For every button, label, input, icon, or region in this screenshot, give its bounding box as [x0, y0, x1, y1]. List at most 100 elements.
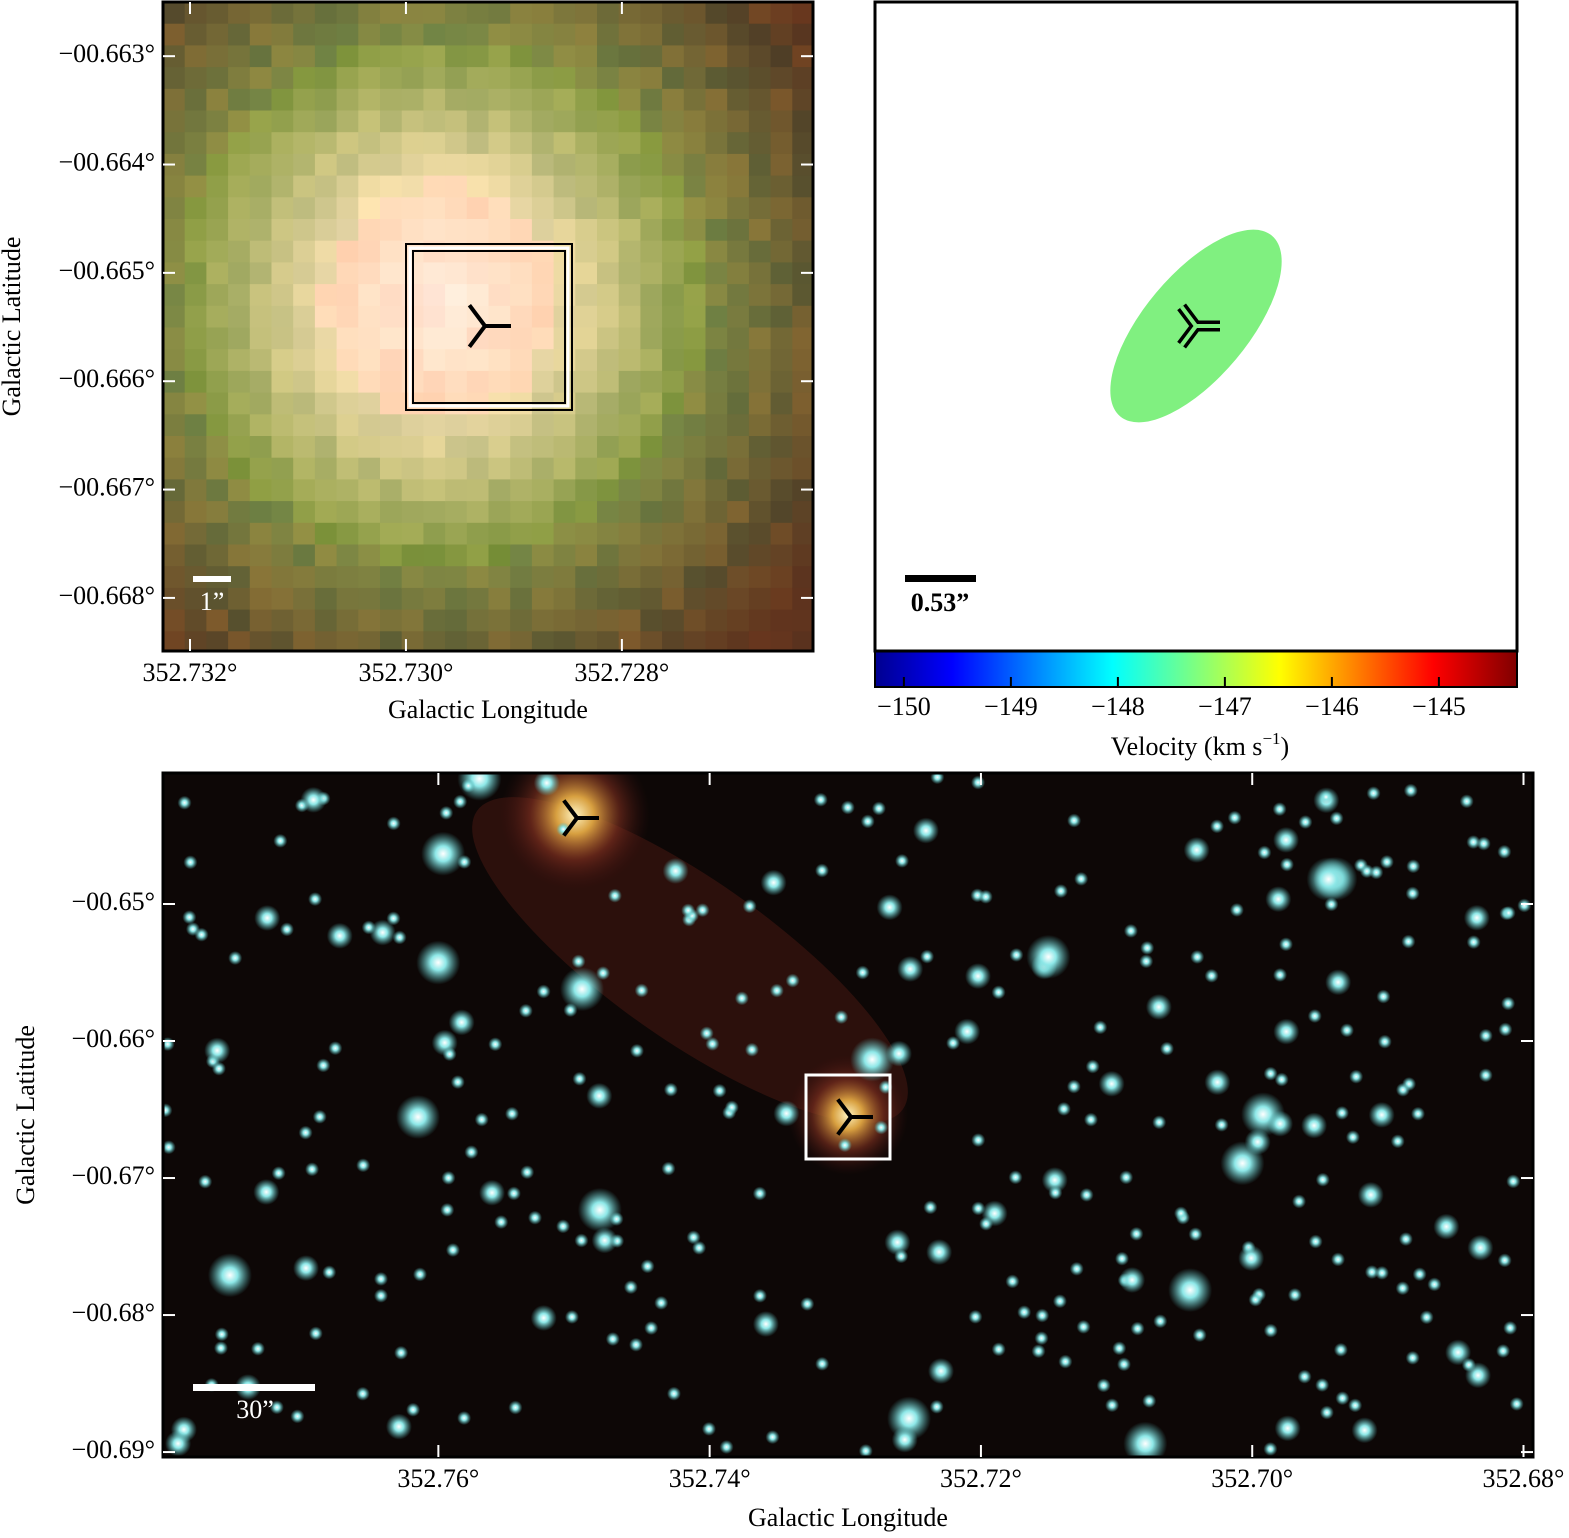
pixel: [466, 175, 490, 199]
star: [1130, 1321, 1145, 1336]
star: [194, 927, 209, 942]
pixel: [792, 2, 813, 25]
pixel: [662, 392, 685, 416]
star: [518, 1003, 533, 1018]
pixel: [727, 110, 750, 134]
pixel: [575, 153, 598, 177]
pixel: [293, 479, 316, 503]
pixel: [380, 501, 403, 524]
pixel: [640, 219, 664, 242]
pixel: [445, 414, 468, 437]
star: [719, 1440, 734, 1455]
pixel: [249, 305, 273, 329]
pixel: [488, 436, 512, 459]
star: [1274, 1415, 1301, 1442]
pixel: [510, 23, 533, 47]
colorbar-tick-label: −149: [984, 692, 1038, 721]
star: [479, 1179, 506, 1206]
pixel: [184, 240, 208, 264]
pixel: [466, 67, 490, 90]
pixel: [553, 23, 577, 47]
pixel: [597, 23, 620, 47]
star: [1325, 969, 1352, 996]
pixel: [293, 544, 316, 568]
pixel: [314, 110, 338, 134]
pixel: [705, 327, 729, 351]
pixel: [770, 197, 794, 220]
pixel: [640, 631, 664, 651]
star: [855, 965, 870, 980]
star: [884, 1229, 911, 1256]
pixel: [336, 501, 360, 524]
pixel: [249, 479, 273, 503]
star: [279, 922, 294, 937]
star: [494, 1215, 509, 1230]
pixel: [575, 609, 598, 633]
y-tick-label: −00.668°: [58, 581, 155, 610]
star: [991, 985, 1006, 1000]
x-tick-label: 352.728°: [574, 658, 669, 687]
star: [300, 786, 327, 813]
pixel: [640, 609, 664, 633]
y-tick-label: −00.664°: [58, 147, 155, 176]
star: [1445, 1339, 1472, 1366]
pixel: [401, 566, 425, 589]
star: [1401, 934, 1416, 949]
pixel: [271, 457, 295, 481]
pixel: [770, 436, 794, 459]
star: [392, 930, 407, 945]
pixel: [640, 153, 664, 177]
star: [894, 1249, 909, 1264]
pixel: [163, 67, 186, 90]
pixel: [618, 67, 642, 90]
pixel: [683, 132, 707, 155]
pixel: [748, 153, 772, 177]
pixel: [249, 349, 273, 372]
star: [1333, 1342, 1348, 1357]
colorbar-tick-label: −148: [1091, 692, 1145, 721]
pixel: [228, 88, 251, 112]
pixel: [727, 479, 750, 503]
pixel: [380, 132, 403, 155]
pixel: [618, 544, 642, 568]
star: [1273, 1018, 1300, 1045]
star: [1009, 947, 1024, 962]
pixel: [206, 23, 230, 47]
pixel: [423, 153, 447, 177]
pixel: [531, 609, 555, 633]
pixel: [510, 349, 533, 372]
pixel: [662, 305, 685, 329]
star: [1366, 786, 1381, 801]
pixel: [792, 88, 813, 112]
pixel: [336, 370, 360, 394]
star: [326, 922, 353, 949]
pixel: [727, 175, 750, 199]
pixel: [423, 110, 447, 134]
pixel: [336, 175, 360, 199]
pixel: [640, 522, 664, 546]
pixel: [770, 240, 794, 264]
pixel: [380, 544, 403, 568]
pixel: [748, 414, 772, 437]
pixel: [445, 479, 468, 503]
label-sup: −1: [1262, 729, 1280, 748]
pixel: [792, 370, 813, 394]
pixel: [445, 88, 468, 112]
pixel: [618, 327, 642, 351]
star: [440, 1202, 455, 1217]
pixel: [466, 631, 490, 651]
star: [369, 919, 396, 946]
pixel: [293, 197, 316, 220]
pixel: [727, 566, 750, 589]
pixel: [705, 240, 729, 264]
star: [386, 816, 401, 831]
pixel: [358, 370, 381, 394]
pixel: [553, 566, 577, 589]
pixel: [575, 370, 598, 394]
star: [1034, 1331, 1049, 1346]
pixel: [445, 631, 468, 651]
star: [1331, 1252, 1346, 1267]
pixel: [662, 327, 685, 351]
pixel: [575, 436, 598, 459]
pixel: [597, 305, 620, 329]
